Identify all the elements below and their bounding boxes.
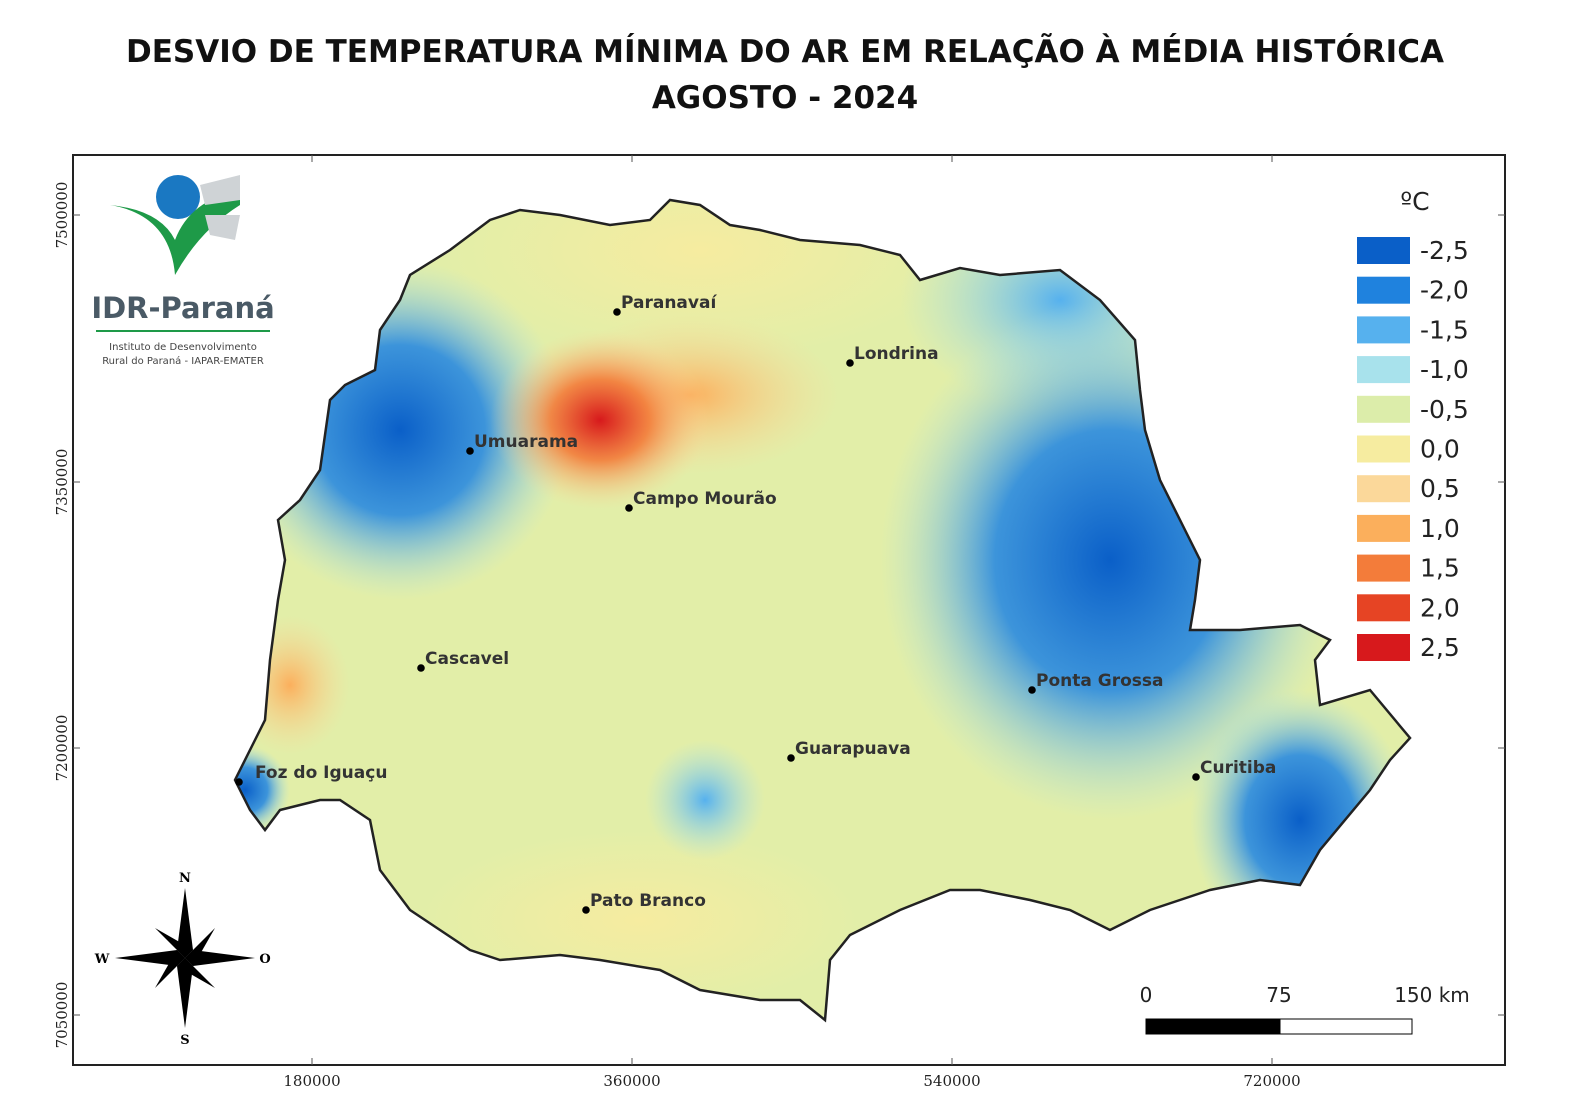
- legend-swatch: [1357, 554, 1410, 582]
- city-label: Londrina: [854, 344, 939, 364]
- legend-swatch: [1357, 594, 1410, 622]
- city-label: Guarapuava: [795, 739, 911, 759]
- legend-label: -2,0: [1420, 276, 1469, 305]
- legend-label: 0,0: [1420, 435, 1460, 464]
- legend-swatch: [1357, 514, 1410, 542]
- legend-label: 1,0: [1420, 514, 1460, 543]
- logo-subtitle: Rural do Paraná - IAPAR-EMATER: [102, 355, 264, 367]
- city-dot: [1028, 686, 1036, 694]
- heat-blob: [440, 200, 960, 360]
- x-tick-label: 540000: [923, 1072, 980, 1090]
- city-dot: [466, 447, 474, 455]
- legend-swatch: [1357, 435, 1410, 463]
- city-dot: [417, 664, 425, 672]
- compass-arm: [185, 928, 215, 963]
- logo-name: IDR-Paraná: [91, 291, 274, 325]
- heat-blob: [490, 330, 710, 510]
- compass-arm: [155, 953, 185, 988]
- city-label: Curitiba: [1200, 758, 1276, 778]
- logo-shape: [205, 215, 240, 240]
- legend-label: 2,5: [1420, 633, 1460, 662]
- city-label: Pato Branco: [590, 891, 706, 911]
- legend-swatch: [1357, 237, 1410, 264]
- x-tick-label: 180000: [283, 1072, 340, 1090]
- legend-label: 0,5: [1420, 474, 1460, 503]
- city-dot: [846, 359, 854, 367]
- logo-subtitle: Instituto de Desenvolvimento: [109, 342, 257, 353]
- legend-label: -0,5: [1420, 395, 1469, 424]
- city-dot: [235, 778, 243, 786]
- compass-label: O: [259, 952, 270, 967]
- scale-label: 150 km: [1394, 983, 1470, 1007]
- logo-shape: [110, 190, 240, 275]
- y-tick-label: 7200000: [53, 715, 71, 782]
- title-line: AGOSTO - 2024: [652, 80, 918, 116]
- y-tick-label: 7050000: [53, 982, 71, 1049]
- city-label: Paranavaí: [621, 293, 717, 313]
- legend-unit: ºC: [1400, 187, 1429, 216]
- compass-label: W: [94, 952, 110, 967]
- compass-label: N: [179, 871, 191, 886]
- legend-swatch: [1357, 276, 1410, 304]
- city-label: Foz do Iguaçu: [255, 763, 387, 783]
- compass-arm: [185, 950, 255, 966]
- city-dot: [787, 754, 795, 762]
- city-dot: [625, 504, 633, 512]
- y-tick-label: 7350000: [53, 449, 71, 516]
- scale-label: 0: [1140, 983, 1153, 1007]
- compass: N S W O: [94, 871, 271, 1048]
- legend-swatch: [1357, 475, 1410, 503]
- city-dot: [1192, 773, 1200, 781]
- legend-label: 1,5: [1420, 554, 1460, 583]
- scale-label: 75: [1266, 983, 1291, 1007]
- legend-swatch: [1357, 316, 1410, 344]
- compass-arm: [115, 950, 185, 966]
- compass-label: S: [180, 1033, 189, 1048]
- legend-swatch: [1357, 356, 1410, 384]
- legend-label: -1,0: [1420, 355, 1469, 384]
- legend-label: 2,0: [1420, 593, 1460, 622]
- city-dot: [613, 308, 621, 316]
- compass-arm: [177, 958, 193, 1028]
- title-line: DESVIO DE TEMPERATURA MÍNIMA DO AR EM RE…: [126, 33, 1444, 70]
- compass-arm: [155, 928, 190, 958]
- heat-blob: [235, 745, 290, 835]
- heat-blob: [645, 740, 765, 860]
- legend-label: -1,5: [1420, 315, 1469, 344]
- compass-arm: [180, 958, 215, 988]
- x-tick-label: 360000: [603, 1072, 660, 1090]
- y-tick-label: 7500000: [53, 182, 71, 249]
- scale-segment: [1279, 1018, 1413, 1035]
- logo: IDR-Paraná Instituto de Desenvolvimento …: [91, 175, 275, 367]
- legend-swatch: [1357, 634, 1410, 661]
- legend-label: -2,5: [1420, 236, 1469, 265]
- logo-sun: [156, 175, 200, 219]
- scale-bar: 0 75 150 km: [1140, 983, 1470, 1035]
- city-label: Ponta Grossa: [1036, 671, 1163, 691]
- compass-arm: [177, 888, 193, 958]
- scale-segment: [1145, 1018, 1281, 1035]
- city-label: Cascavel: [425, 649, 509, 669]
- city-dot: [582, 906, 590, 914]
- city-label: Campo Mourão: [633, 489, 777, 509]
- x-tick-label: 720000: [1243, 1072, 1300, 1090]
- city-label: Umuarama: [474, 432, 578, 452]
- logo-shape: [200, 175, 240, 205]
- legend-swatch: [1357, 395, 1410, 423]
